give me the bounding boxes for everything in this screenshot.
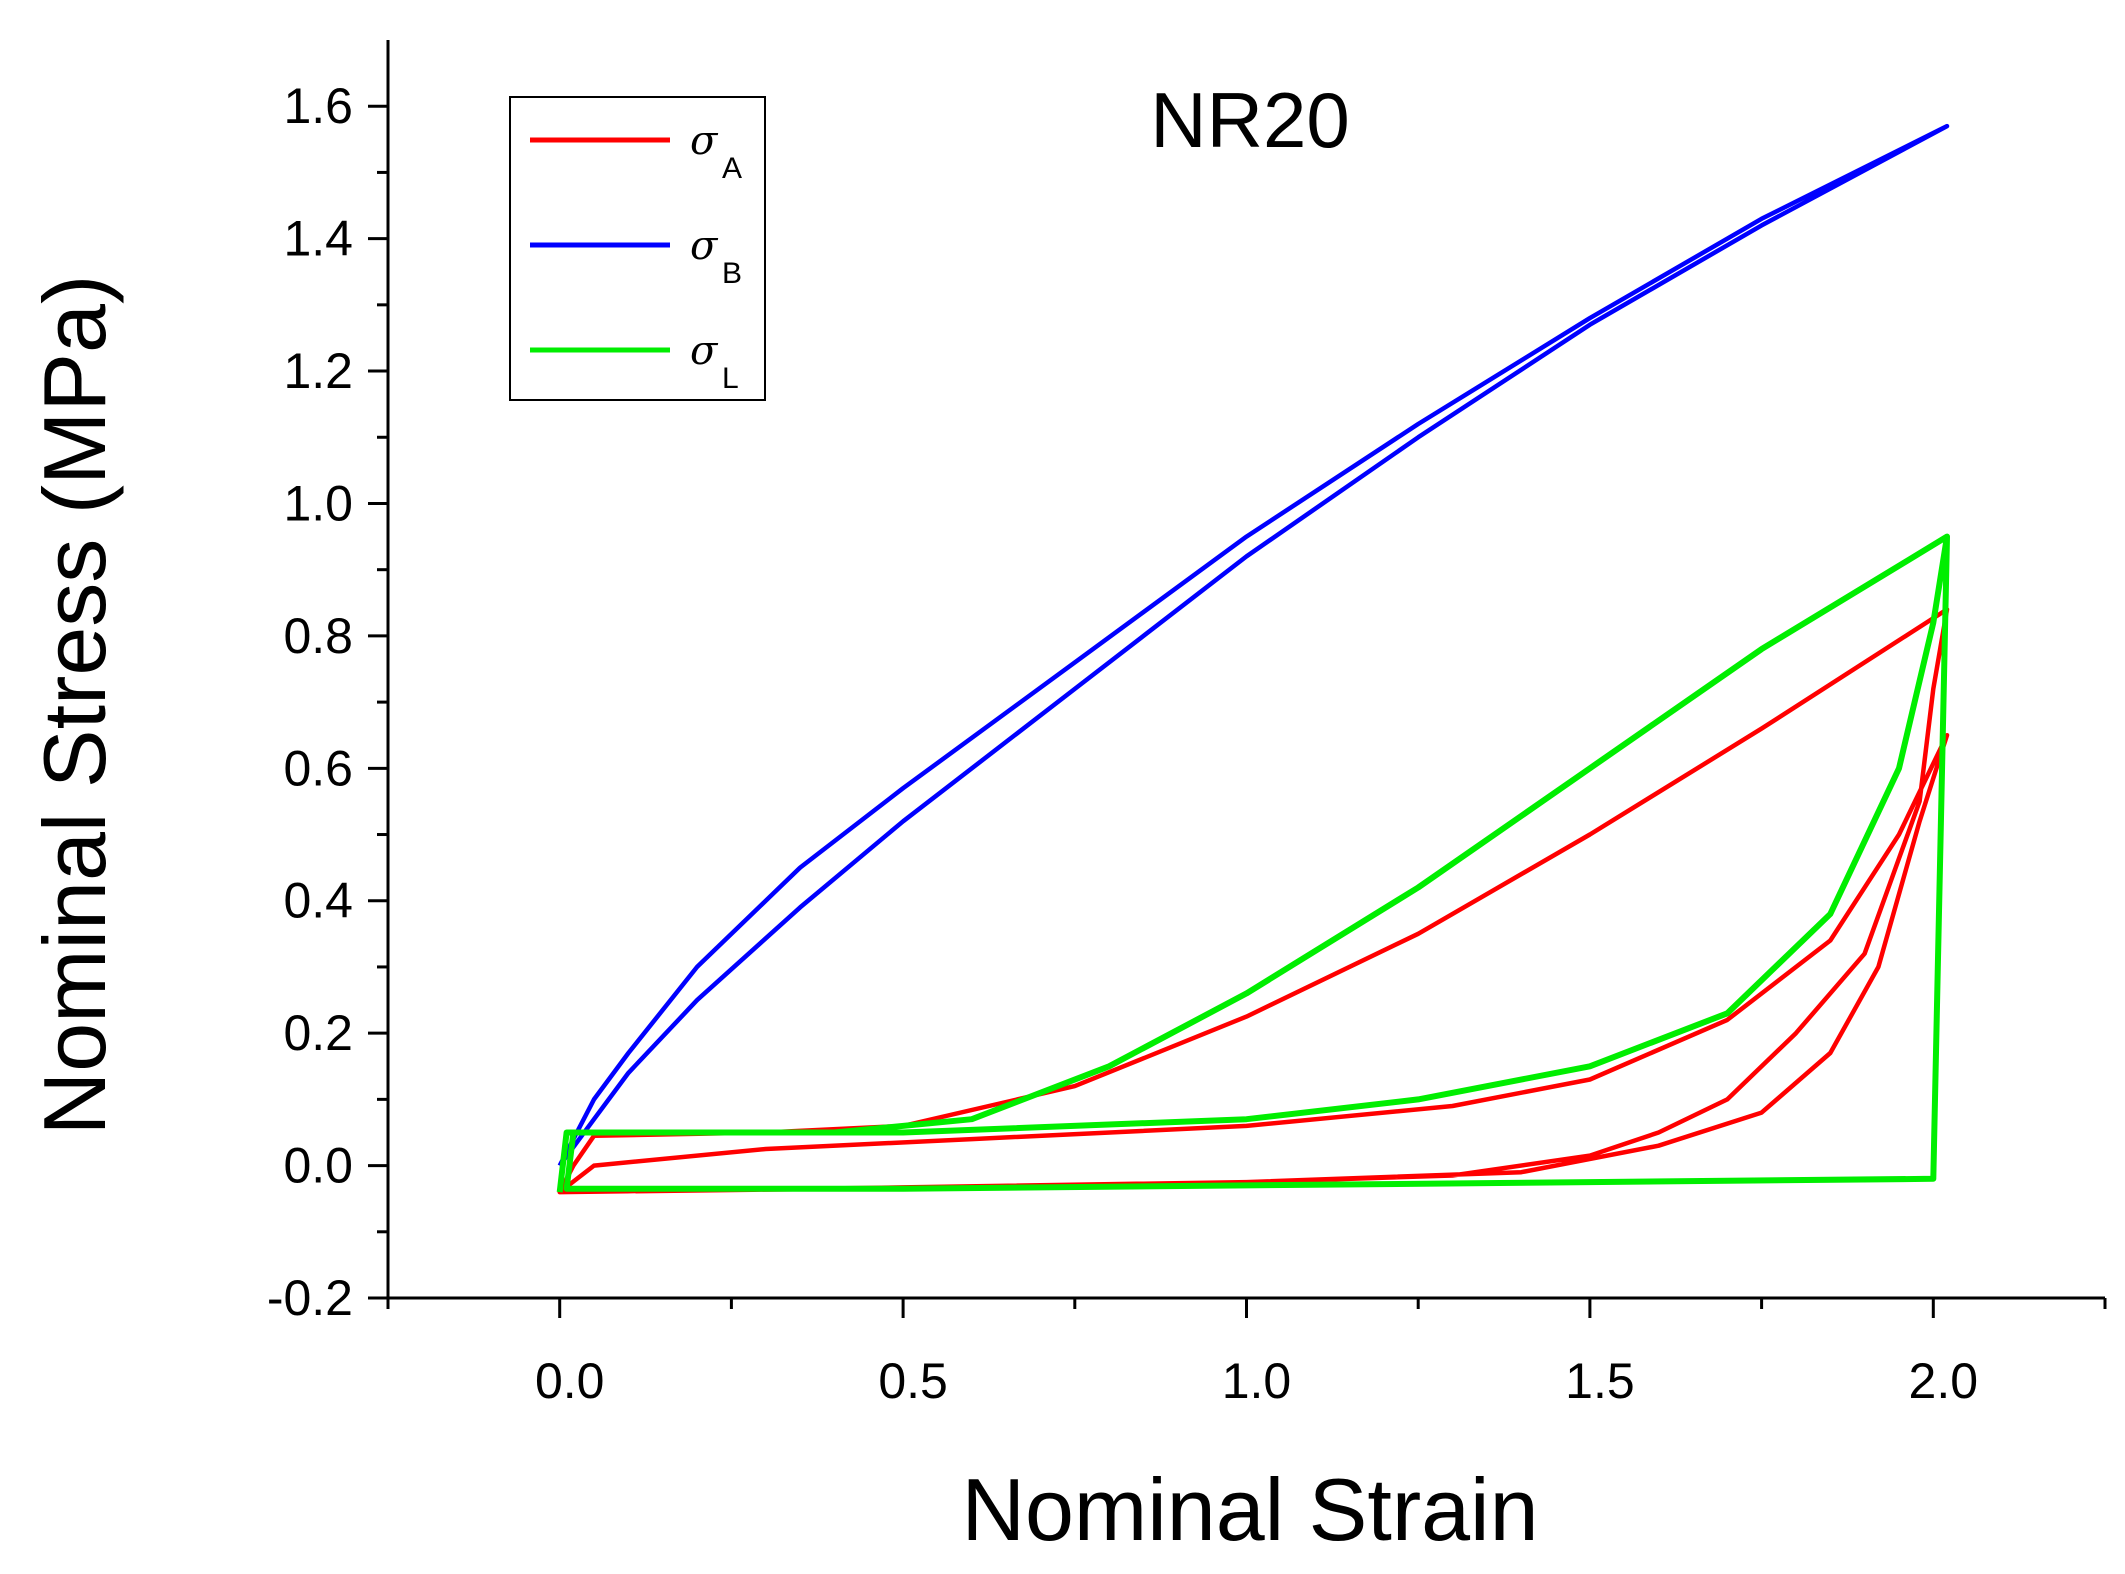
series-layer	[556, 123, 1950, 1195]
x-tick-label: 2.0	[1909, 1353, 1979, 1409]
x-tick-label: 0.5	[878, 1353, 948, 1409]
series-line-b	[557, 123, 1950, 1167]
series-line-l	[556, 533, 1950, 1193]
x-axis-title: Nominal Strain	[961, 1460, 1538, 1559]
y-tick-label: 0.2	[283, 1005, 353, 1061]
y-tick-label: -0.2	[267, 1270, 353, 1326]
x-tick-label: 1.0	[1222, 1353, 1292, 1409]
x-tick-label: 1.5	[1565, 1353, 1635, 1409]
y-axis-ticks: -0.2 0.0 0.2 0.4 0.6 0.8 1.0 1.2 1.4 1.6	[267, 78, 388, 1326]
y-tick-label: 0.4	[283, 873, 353, 929]
y-tick-label: 1.2	[283, 343, 353, 399]
x-tick-label: 0.0	[535, 1353, 605, 1409]
y-tick-label: 0.8	[283, 608, 353, 664]
y-axis-title: Nominal Stress (MPa)	[25, 275, 124, 1136]
y-tick-label: 0.6	[283, 740, 353, 796]
y-tick-label: 1.0	[283, 475, 353, 531]
legend-label: σ	[690, 223, 719, 269]
axes: -0.2 0.0 0.2 0.4 0.6 0.8 1.0 1.2 1.4 1.6 0.0 0.5 1.…	[267, 40, 2107, 1409]
legend-label: σ	[690, 118, 719, 164]
legend-label-subscript: B	[722, 257, 742, 290]
legend-label: σ	[690, 328, 719, 374]
legend-label-subscript: A	[722, 152, 742, 185]
y-tick-label: 1.6	[283, 78, 353, 134]
chart-title: NR20	[1150, 76, 1349, 164]
legend-label-subscript: L	[722, 362, 739, 395]
x-axis-ticks: 0.0 0.5 1.0 1.5 2.0	[386, 1298, 2107, 1409]
y-tick-label: 0.0	[283, 1138, 353, 1194]
y-tick-label: 1.4	[283, 211, 353, 267]
